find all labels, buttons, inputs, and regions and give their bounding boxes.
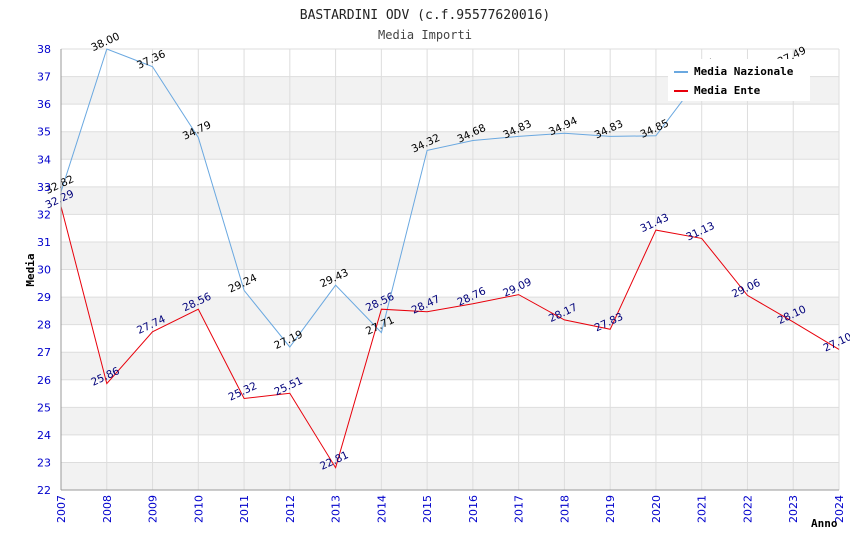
x-tick-label: 2014 <box>375 495 388 523</box>
x-tick-label: 2008 <box>101 495 114 523</box>
plot-band <box>61 104 839 132</box>
x-tick-label: 2023 <box>787 495 800 523</box>
plot-band <box>61 297 839 325</box>
plot-band <box>61 324 839 353</box>
y-axis-ticks: 22 23 24 25 26 27 28 29 30 31 32 33 34 35 36 37 38 <box>37 43 51 497</box>
series-lines <box>60 48 840 469</box>
y-tick-label: 33 <box>37 181 51 194</box>
y-tick-label: 37 <box>37 71 51 84</box>
series-line-media-ente <box>60 206 840 469</box>
plot-band <box>61 407 839 435</box>
y-tick-label: 26 <box>37 374 51 387</box>
chart-title: BASTARDINI ODV (c.f.95577620016) <box>300 8 550 23</box>
plot-band <box>61 269 839 298</box>
x-tick-label: 2019 <box>604 495 617 523</box>
series-line-media-nazionale <box>60 48 794 348</box>
plot-background <box>61 49 839 490</box>
chart-subtitle: Media Importi <box>378 28 472 42</box>
x-tick-label: 2018 <box>558 495 571 523</box>
axes <box>60 49 839 491</box>
y-tick-label: 23 <box>37 456 51 469</box>
x-tick-label: 2016 <box>467 495 480 523</box>
y-tick-label: 29 <box>37 291 51 304</box>
plot-band <box>61 214 839 242</box>
y-tick-label: 35 <box>37 126 51 139</box>
y-tick-label: 25 <box>37 401 51 414</box>
x-tick-label: 2007 <box>55 495 68 523</box>
plot-band <box>61 379 839 408</box>
y-tick-label: 30 <box>37 264 51 277</box>
plot-band <box>61 241 839 270</box>
x-tick-label: 2022 <box>741 495 754 523</box>
legend-label-media-nazionale: Media Nazionale <box>694 65 794 78</box>
y-tick-label: 28 <box>37 319 51 332</box>
legend-label-media-ente: Media Ente <box>694 84 761 97</box>
grid-lines <box>60 48 840 491</box>
x-tick-label: 2021 <box>696 495 709 523</box>
plot-band <box>61 159 839 187</box>
plot-band <box>61 434 839 463</box>
x-tick-label: 2015 <box>421 495 434 523</box>
x-tick-label: 2020 <box>650 495 663 523</box>
y-tick-label: 32 <box>37 208 51 221</box>
y-tick-label: 36 <box>37 98 51 111</box>
x-tick-label: 2010 <box>192 495 205 523</box>
y-tick-label: 34 <box>37 153 51 166</box>
y-tick-label: 38 <box>37 43 51 56</box>
x-tick-label: 2013 <box>330 495 343 523</box>
y-tick-label: 27 <box>37 346 51 359</box>
plot-band <box>61 462 839 490</box>
x-tick-label: 2012 <box>284 495 297 523</box>
x-tick-label: 2017 <box>513 495 526 523</box>
y-tick-label: 31 <box>37 236 51 249</box>
plot-band <box>61 352 839 380</box>
y-axis-label: Media <box>24 253 37 286</box>
x-tick-label: 2009 <box>147 495 160 523</box>
legend-box <box>668 59 810 101</box>
y-tick-label: 24 <box>37 429 51 442</box>
x-tick-label: 2024 <box>833 495 846 523</box>
x-axis-label: Anno <box>811 517 838 530</box>
legend: Media Nazionale Media Ente <box>668 59 810 101</box>
plot-band <box>61 186 839 215</box>
x-tick-label: 2011 <box>238 495 251 523</box>
x-axis-ticks: 2007 2008 2009 2010 2011 2012 2013 2014 2015 2016… <box>55 495 846 523</box>
y-tick-label: 22 <box>37 484 51 497</box>
